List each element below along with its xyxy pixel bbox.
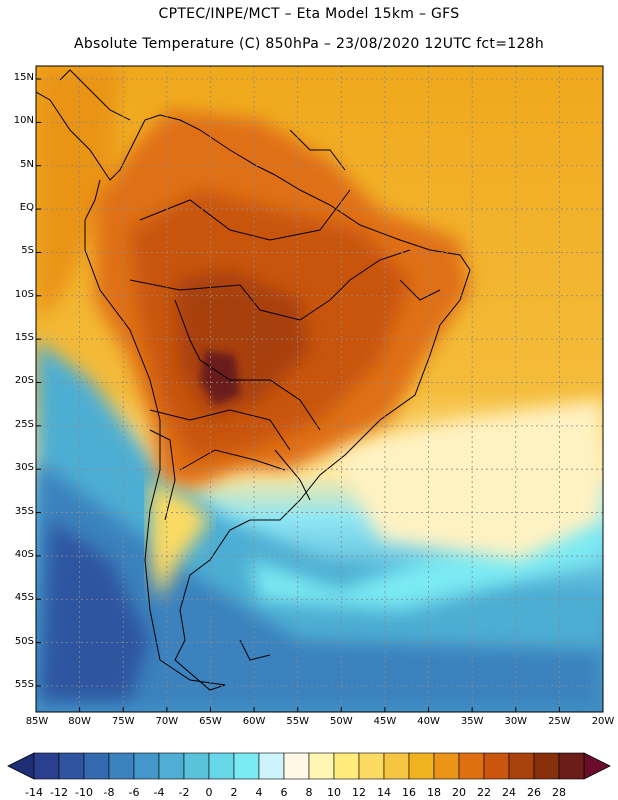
coastline: [36, 69, 471, 691]
colorbar-swatch: [58, 752, 85, 780]
longitude-label: 70W: [155, 716, 179, 727]
colorbar-swatch: [358, 752, 385, 780]
colorbar-label: -12: [50, 786, 68, 799]
colorbar-label: -14: [25, 786, 43, 799]
axis-ticks: [35, 78, 604, 712]
colorbar-label: 0: [205, 786, 213, 799]
colorbar-label: -10: [75, 786, 93, 799]
longitude-label: 55W: [286, 716, 309, 727]
colorbar-low-arrow: [7, 752, 35, 780]
colorbar-swatch: [458, 752, 485, 780]
latitude-label: 50S: [14, 635, 34, 647]
longitude-label: 20W: [591, 716, 615, 727]
colorbar-label: 4: [255, 786, 263, 799]
colorbar-label: -6: [128, 786, 140, 799]
latitude-label: 15S: [14, 332, 34, 344]
colorbar-swatch: [283, 752, 310, 780]
colorbar-label: 22: [477, 786, 491, 799]
colorbar: [7, 752, 611, 780]
temperature-field: [36, 66, 603, 712]
latitude-label: 5N: [20, 158, 34, 170]
colorbar-swatch: [33, 752, 60, 780]
colorbar-label: -8: [103, 786, 115, 799]
longitude-label: 75W: [111, 716, 135, 727]
longitude-label: 65W: [199, 716, 222, 727]
latitude-label: 20S: [14, 375, 34, 387]
latitude-label: 35S: [14, 505, 34, 517]
colorbar-label: 26: [527, 786, 541, 799]
colorbar-swatch: [183, 752, 210, 780]
colorbar-swatch: [333, 752, 360, 780]
colorbar-swatch: [108, 752, 135, 780]
colorbar-swatch: [83, 752, 110, 780]
longitude-label: 80W: [68, 716, 91, 727]
latitude-label: 55S: [14, 678, 34, 690]
colorbar-swatch: [433, 752, 460, 780]
map-frame: [35, 65, 604, 713]
colorbar-swatch: [408, 752, 435, 780]
colorbar-label: 24: [502, 786, 516, 799]
latitude-label: 40S: [14, 548, 34, 560]
latitude-label: 15N: [13, 72, 34, 83]
latitude-label: 45S: [14, 592, 34, 604]
longitude-label: 40W: [417, 716, 440, 727]
colorbar-label: 20: [452, 786, 466, 799]
colorbar-swatch: [383, 752, 410, 780]
colorbar-label: 12: [352, 786, 366, 799]
colorbar-label: -2: [178, 786, 190, 799]
latitude-label: EQ: [19, 202, 34, 214]
colorbar-swatch: [258, 752, 285, 780]
longitude-label: 60W: [242, 716, 266, 727]
chart-title-line2: Absolute Temperature (C) 850hPa – 23/08/…: [73, 36, 545, 52]
colorbar-swatch: [233, 752, 260, 780]
longitude-label: 30W: [504, 716, 528, 727]
colorbar-label: 10: [327, 786, 341, 799]
longitude-label: 45W: [373, 716, 397, 727]
colorbar-swatch: [508, 752, 535, 780]
colorbar-swatch: [483, 752, 510, 780]
latitude-label: 5S: [21, 245, 34, 257]
colorbar-label: 6: [280, 786, 288, 799]
colorbar-swatch: [158, 752, 185, 780]
colorbar-swatch: [533, 752, 560, 780]
colorbar-label: 8: [305, 786, 313, 799]
latitude-label: 10S: [14, 288, 34, 300]
longitude-label: 35W: [460, 716, 484, 727]
colorbar-label: -4: [153, 786, 165, 799]
colorbar-label: 28: [552, 786, 566, 799]
colorbar-swatch: [308, 752, 335, 780]
colorbar-label: 14: [377, 786, 391, 799]
colorbar-label: 18: [427, 786, 441, 799]
colorbar-label: 16: [402, 786, 416, 799]
colorbar-swatch: [208, 752, 235, 780]
latitude-label: 25S: [14, 418, 34, 430]
latitude-label: 10N: [13, 115, 34, 127]
longitude-label: 85W: [25, 716, 49, 727]
colorbar-high-arrow: [583, 752, 611, 780]
colorbar-swatch: [133, 752, 160, 780]
latitude-label: 30S: [14, 462, 34, 474]
longitude-label: 25W: [548, 716, 571, 727]
colorbar-label: 2: [230, 786, 238, 799]
chart-title-line1: CPTEC/INPE/MCT – Eta Model 15km – GFS: [158, 6, 460, 22]
colorbar-swatch: [558, 752, 585, 780]
longitude-label: 50W: [329, 716, 353, 727]
